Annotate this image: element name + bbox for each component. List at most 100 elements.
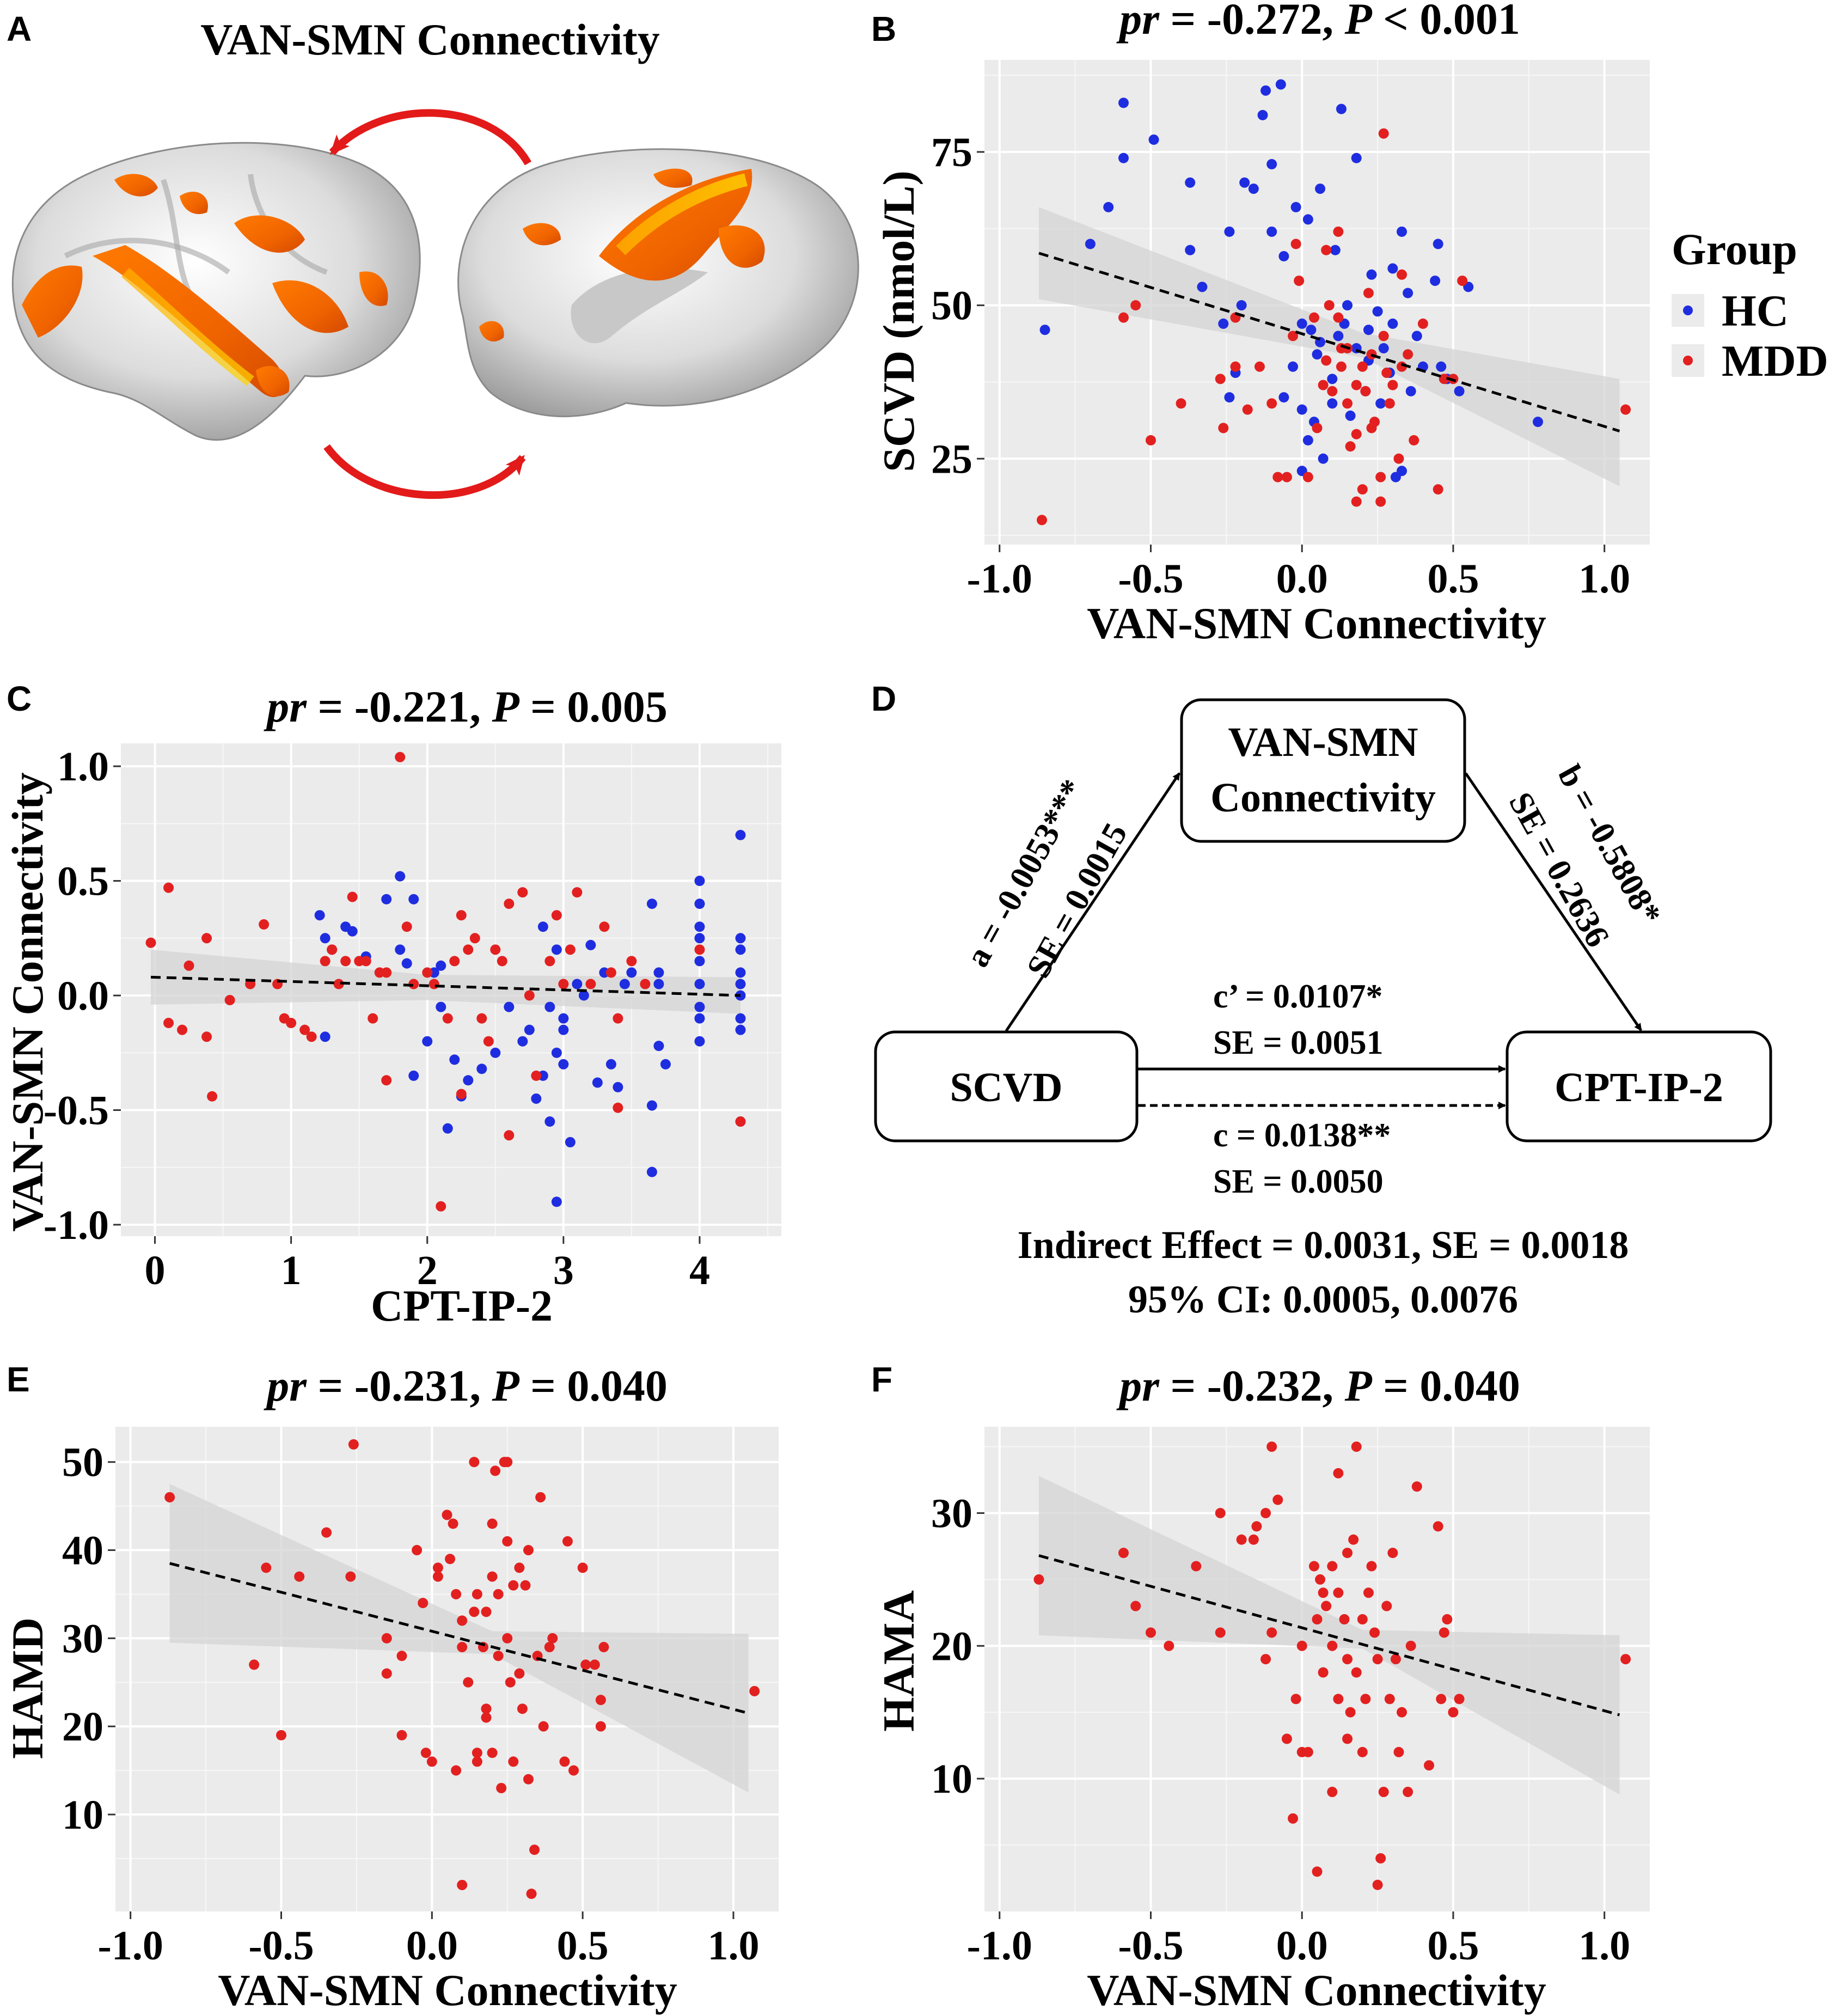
chart-c-point-mdd (436, 1201, 446, 1212)
chart-f-tick-label-y: 10 (931, 1756, 972, 1802)
chart-e-point-mdd (514, 1668, 525, 1679)
chart-e-point-mdd (432, 1562, 443, 1573)
chart-b-point-hc (1224, 392, 1235, 403)
chart-e-point-mdd (396, 1730, 407, 1740)
chart-e-point-mdd (321, 1527, 332, 1538)
chart-b-point-mdd (1457, 276, 1468, 286)
chart-f-fit-line (1038, 1554, 1620, 1716)
chart-c-point-hc (395, 944, 406, 955)
chart-c-tick-label-y: -1.0 (44, 1202, 109, 1248)
chart-f-point-mdd (1448, 1707, 1459, 1718)
chart-b-point-hc (1411, 331, 1422, 341)
chart-b-confidence-band (1038, 207, 1620, 486)
chart-c-point-hc (314, 910, 325, 921)
chart-c-point-mdd (327, 944, 338, 955)
chart-f-point-mdd (1272, 1494, 1283, 1505)
chart-b-point-mdd (1130, 300, 1141, 311)
chart-b-point-hc (1266, 226, 1277, 237)
chart-f-point-mdd (1327, 1787, 1338, 1798)
chart-c-point-mdd (333, 979, 344, 989)
node-cpt (1506, 1030, 1772, 1143)
chart-b-point-hc (1302, 214, 1313, 225)
chart-c-point-hc (531, 1093, 542, 1104)
chart-c-point-hc (572, 979, 583, 989)
chart-c-point-hc (735, 979, 746, 989)
chart-b-point-hc (1148, 134, 1159, 145)
chart-b-point-mdd (1336, 361, 1347, 372)
chart-b-point-hc (1278, 392, 1289, 403)
chart-f-tick-label-x: 0.0 (1276, 1923, 1328, 1969)
chart-c-point-mdd (207, 1091, 218, 1102)
chart-c-point-mdd (456, 1089, 467, 1099)
legend-label-mdd: MDD (1722, 336, 1828, 386)
chart-c-ylabel: VAN-SMN Connectivity (3, 772, 52, 1232)
chart-e-tick-label-x: 0.0 (406, 1923, 458, 1969)
chart-e-point-mdd (502, 1536, 513, 1547)
chart-c-point-hc (449, 1054, 460, 1065)
chart-e-point-mdd (523, 1774, 534, 1785)
chart-c-point-mdd (306, 1031, 317, 1042)
chart-c-point-mdd (163, 1018, 174, 1029)
panel-c: C pr = -0.221, P = 0.005 0 1 2 3 4 -1.0 -0.5 0.… (3, 679, 781, 1330)
chart-c-point-hc (408, 894, 419, 905)
path-c-prime-se: SE = 0.0051 (1213, 1024, 1384, 1061)
chart-e-point-mdd (472, 1589, 482, 1599)
chart-f-point-mdd (1357, 1614, 1368, 1625)
chart-f-point-mdd (1424, 1760, 1435, 1771)
chart-b-point-mdd (1281, 472, 1292, 482)
chart-e-point-mdd (481, 1712, 492, 1723)
chart-b-point-hc (1039, 325, 1050, 335)
chart-b-point-hc (1336, 103, 1347, 114)
path-c-label: c = 0.0138** (1213, 1117, 1391, 1154)
chart-b-point-hc (1433, 239, 1443, 249)
chart-f-point-mdd (1146, 1627, 1156, 1638)
chart-e-fit-line (169, 1562, 749, 1715)
chart-b-point-hc (1296, 404, 1307, 415)
chart-b-tick-label-x: 0.0 (1276, 556, 1328, 602)
chart-e-point-mdd (508, 1756, 519, 1767)
chart-e-point-mdd (457, 1642, 468, 1653)
chart-f-point-mdd (1281, 1733, 1292, 1744)
chart-b-point-hc (1318, 453, 1329, 464)
chart-b-point-hc (1185, 245, 1196, 255)
chart-e-point-mdd (529, 1844, 540, 1855)
chart-c-point-hc (578, 990, 589, 1001)
chart-c-plot: 0 1 2 3 4 -1.0 -0.5 0.0 0.5 1.0 (44, 743, 781, 1293)
chart-b-point-hc (1375, 398, 1386, 409)
chart-f-point-mdd (1318, 1587, 1329, 1598)
chart-e-tick-label-x: 1.0 (707, 1923, 759, 1969)
chart-e-point-mdd (442, 1510, 452, 1520)
chart-f-point-mdd (1333, 1694, 1344, 1705)
chart-b-point-hc (1085, 239, 1096, 249)
legend-key-hc (1683, 306, 1693, 315)
chart-f-point-mdd (1454, 1694, 1465, 1705)
chart-e-point-mdd (502, 1633, 513, 1644)
chart-b-point-mdd (1176, 398, 1186, 409)
legend-title: Group (1672, 224, 1797, 274)
chart-f-point-mdd (1312, 1614, 1323, 1625)
chart-b-tick-label-x: 1.0 (1578, 556, 1630, 602)
chart-c-point-hc (694, 1013, 705, 1024)
chart-c-point-mdd (613, 1013, 623, 1024)
chart-c-point-hc (463, 1075, 474, 1086)
chart-b-point-hc (1257, 109, 1268, 120)
chart-c-point-mdd (558, 979, 569, 989)
panel-a-title: VAN-SMN Connectivity (200, 15, 660, 64)
chart-c-title: pr = -0.221, P = 0.005 (264, 682, 668, 731)
chart-f-point-mdd (1342, 1733, 1353, 1744)
chart-b-point-hc (1436, 361, 1447, 372)
chart-c-title-pr: pr (264, 682, 307, 731)
brain-right-hemisphere (457, 148, 859, 418)
chart-f-tick-label-y: 30 (931, 1490, 972, 1536)
panel-label-d: D (871, 679, 896, 718)
chart-c-point-hc (694, 876, 705, 887)
chart-b-point-hc (1290, 201, 1301, 212)
chart-f-point-mdd (1363, 1587, 1374, 1598)
chart-e-tick-label-y: 20 (62, 1704, 103, 1750)
chart-e-point-mdd (517, 1703, 528, 1714)
chart-e-point-mdd (562, 1536, 573, 1547)
chart-e-title-pr: pr (264, 1361, 307, 1410)
chart-e-xlabel: VAN-SMN Connectivity (218, 1965, 677, 2015)
chart-c-point-hc (504, 1001, 515, 1012)
chart-b-point-hc (1103, 201, 1114, 212)
